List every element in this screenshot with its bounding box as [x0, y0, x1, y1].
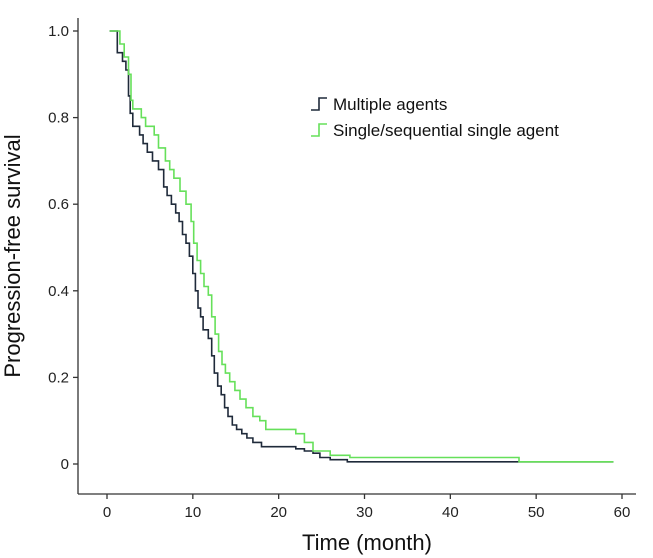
legend-swatch — [311, 97, 327, 111]
series-line-single-agent — [109, 30, 614, 463]
legend-swatch — [311, 123, 327, 137]
series-line-multiple-agents — [109, 30, 614, 463]
y-tick-label: 0.6 — [48, 196, 69, 213]
y-tick-label: 1.0 — [48, 23, 69, 40]
x-tick-label: 0 — [103, 504, 111, 521]
y-tick-label: 0 — [61, 456, 69, 473]
axes: 0 0.2 0.4 0.6 0.8 1.0 0 10 20 30 40 50 60 — [48, 18, 636, 521]
x-tick-label: 20 — [270, 504, 287, 521]
series-layer — [109, 30, 614, 463]
x-axis-title: Time (month) — [302, 530, 432, 555]
legend: Multiple agents Single/sequential single … — [311, 95, 559, 140]
x-tick-label: 10 — [184, 504, 201, 521]
y-tick-label: 0.2 — [48, 369, 69, 386]
x-tick-label: 30 — [356, 504, 373, 521]
legend-label: Multiple agents — [333, 95, 447, 114]
y-axis-title: Progression-free survival — [0, 134, 25, 377]
y-tick-label: 0.8 — [48, 110, 69, 127]
x-tick-label: 60 — [614, 504, 631, 521]
y-tick-label: 0.4 — [48, 283, 69, 300]
x-tick-label: 50 — [528, 504, 545, 521]
legend-label: Single/sequential single agent — [333, 121, 559, 140]
x-tick-label: 40 — [442, 504, 459, 521]
